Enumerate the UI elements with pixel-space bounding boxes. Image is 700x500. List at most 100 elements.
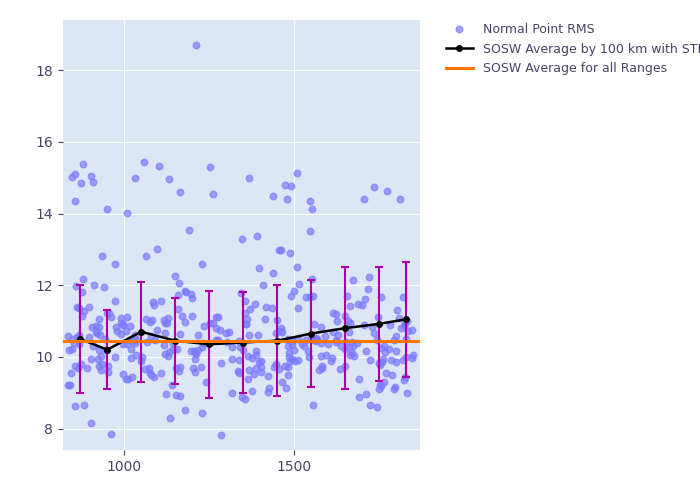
Normal Point RMS	[169, 272, 181, 280]
Normal Point RMS	[344, 320, 355, 328]
Normal Point RMS	[99, 335, 111, 343]
Normal Point RMS	[400, 353, 412, 361]
Normal Point RMS	[262, 372, 274, 380]
Normal Point RMS	[160, 350, 171, 358]
Normal Point RMS	[342, 317, 354, 325]
Normal Point RMS	[276, 328, 288, 336]
Normal Point RMS	[309, 320, 320, 328]
Normal Point RMS	[305, 227, 316, 235]
Normal Point RMS	[200, 378, 211, 386]
Normal Point RMS	[151, 326, 162, 334]
Normal Point RMS	[334, 364, 345, 372]
SOSW Average by 100 km with STD	[137, 329, 146, 335]
Normal Point RMS	[293, 356, 304, 364]
Normal Point RMS	[395, 196, 406, 203]
Normal Point RMS	[221, 338, 232, 346]
Normal Point RMS	[291, 168, 302, 176]
Normal Point RMS	[175, 188, 186, 196]
Normal Point RMS	[286, 292, 297, 300]
Normal Point RMS	[267, 192, 279, 200]
Normal Point RMS	[247, 354, 258, 362]
Normal Point RMS	[240, 396, 251, 404]
Normal Point RMS	[174, 392, 186, 400]
Normal Point RMS	[120, 376, 132, 384]
Normal Point RMS	[167, 339, 178, 347]
Normal Point RMS	[118, 340, 129, 348]
Normal Point RMS	[110, 354, 121, 362]
Normal Point RMS	[156, 369, 167, 377]
Normal Point RMS	[307, 400, 318, 408]
Normal Point RMS	[251, 351, 262, 359]
Normal Point RMS	[116, 320, 127, 328]
Normal Point RMS	[94, 346, 105, 354]
Normal Point RMS	[122, 314, 133, 322]
Normal Point RMS	[88, 178, 99, 186]
Normal Point RMS	[336, 342, 347, 350]
Normal Point RMS	[164, 414, 175, 422]
Normal Point RMS	[307, 292, 318, 300]
Normal Point RMS	[243, 331, 254, 339]
Normal Point RMS	[379, 342, 390, 350]
Normal Point RMS	[398, 292, 409, 300]
Normal Point RMS	[241, 316, 253, 324]
Normal Point RMS	[262, 388, 274, 396]
Normal Point RMS	[118, 370, 129, 378]
Normal Point RMS	[163, 176, 174, 184]
SOSW Average by 100 km with STD	[341, 325, 349, 331]
Normal Point RMS	[148, 298, 159, 306]
Normal Point RMS	[316, 364, 328, 372]
Normal Point RMS	[144, 364, 155, 372]
Normal Point RMS	[263, 384, 274, 392]
Normal Point RMS	[237, 346, 248, 354]
Normal Point RMS	[239, 298, 250, 306]
Normal Point RMS	[211, 324, 222, 332]
Normal Point RMS	[122, 208, 133, 216]
Normal Point RMS	[300, 292, 312, 300]
Normal Point RMS	[298, 342, 309, 350]
Normal Point RMS	[70, 282, 81, 290]
Normal Point RMS	[171, 390, 182, 398]
Normal Point RMS	[316, 362, 328, 370]
Normal Point RMS	[344, 328, 355, 336]
Normal Point RMS	[368, 329, 379, 337]
Normal Point RMS	[175, 330, 186, 338]
Normal Point RMS	[159, 319, 170, 327]
Normal Point RMS	[66, 345, 78, 353]
Normal Point RMS	[87, 342, 98, 350]
Normal Point RMS	[360, 347, 372, 355]
Normal Point RMS	[90, 322, 101, 330]
Normal Point RMS	[117, 322, 128, 330]
Normal Point RMS	[253, 264, 265, 272]
Normal Point RMS	[234, 343, 246, 351]
Normal Point RMS	[293, 280, 304, 288]
Normal Point RMS	[197, 260, 208, 268]
Normal Point RMS	[310, 337, 321, 345]
Normal Point RMS	[360, 390, 372, 398]
Normal Point RMS	[97, 252, 108, 260]
Normal Point RMS	[172, 306, 183, 314]
Normal Point RMS	[110, 322, 121, 330]
Normal Point RMS	[255, 362, 266, 370]
Normal Point RMS	[379, 348, 391, 356]
Normal Point RMS	[287, 340, 298, 348]
SOSW Average by 100 km with STD	[375, 321, 384, 327]
Normal Point RMS	[344, 351, 356, 359]
Normal Point RMS	[179, 318, 190, 326]
Normal Point RMS	[215, 359, 226, 367]
Normal Point RMS	[94, 315, 105, 323]
Line: SOSW Average by 100 km with STD: SOSW Average by 100 km with STD	[77, 316, 410, 352]
Normal Point RMS	[63, 332, 74, 340]
Normal Point RMS	[155, 297, 167, 305]
Normal Point RMS	[315, 352, 326, 360]
Normal Point RMS	[151, 244, 162, 252]
Normal Point RMS	[351, 339, 362, 347]
Normal Point RMS	[391, 332, 402, 340]
Normal Point RMS	[159, 316, 170, 324]
Normal Point RMS	[360, 294, 371, 302]
Normal Point RMS	[344, 302, 356, 310]
Normal Point RMS	[146, 371, 157, 379]
Normal Point RMS	[196, 363, 207, 371]
Normal Point RMS	[241, 320, 252, 328]
Normal Point RMS	[274, 246, 285, 254]
Normal Point RMS	[244, 174, 255, 182]
